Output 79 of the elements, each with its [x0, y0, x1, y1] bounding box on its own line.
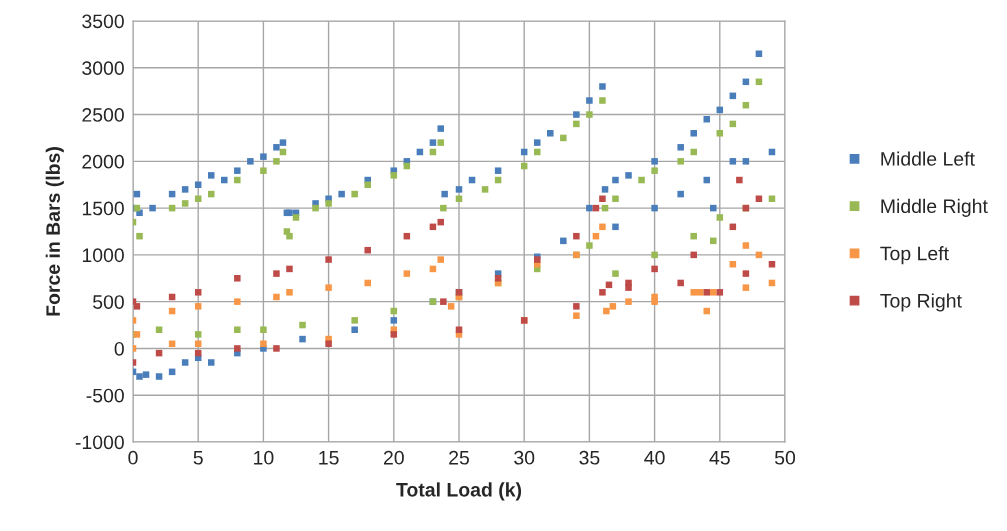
- x-tick-label: 5: [193, 451, 203, 465]
- x-tick-label: 30: [514, 450, 535, 465]
- point: [325, 340, 332, 348]
- point: [710, 289, 717, 296]
- point: [742, 284, 750, 291]
- y-tick-label: -1000: [75, 435, 124, 450]
- point: [677, 279, 684, 287]
- point: [768, 260, 776, 268]
- point: [573, 312, 580, 319]
- point: [234, 275, 241, 282]
- point: [325, 256, 332, 263]
- point: [573, 232, 580, 240]
- point: [234, 345, 241, 352]
- y-tick-label: 0: [114, 341, 124, 356]
- legend-label: Top Left: [880, 246, 949, 265]
- x-tick-label: 20: [383, 450, 404, 465]
- point: [437, 218, 444, 226]
- point: [729, 260, 737, 268]
- point: [133, 303, 141, 310]
- point: [603, 307, 610, 315]
- point: [260, 340, 267, 348]
- x-tick-label: 25: [449, 450, 469, 465]
- point: [194, 303, 202, 310]
- point: [273, 345, 280, 352]
- y-tick-label: 500: [93, 295, 124, 309]
- point: [716, 289, 724, 296]
- point: [625, 284, 632, 291]
- x-axis-title: Total Load (k): [396, 482, 522, 501]
- point: [651, 265, 658, 273]
- point: [755, 195, 763, 203]
- point: [690, 289, 697, 296]
- point: [390, 331, 398, 338]
- y-axis-title: Force in Bars (lbs): [45, 147, 64, 316]
- point: [599, 289, 606, 296]
- legend-label: Top Right: [880, 293, 962, 312]
- point: [703, 289, 711, 296]
- point: [437, 256, 444, 263]
- point: [403, 270, 411, 277]
- point: [455, 326, 463, 333]
- y-tick-label: 2000: [82, 154, 124, 169]
- point: [273, 293, 280, 301]
- point: [736, 176, 743, 184]
- x-tick-label: 40: [644, 450, 665, 465]
- y-tick-label: 3000: [82, 61, 124, 76]
- x-tick-label: 50: [774, 450, 796, 465]
- point: [609, 303, 617, 310]
- point: [494, 275, 502, 282]
- point: [599, 223, 606, 231]
- point: [742, 270, 750, 277]
- point: [234, 298, 241, 305]
- point: [364, 279, 371, 287]
- point: [194, 289, 202, 296]
- point: [573, 303, 580, 310]
- point: [696, 289, 704, 296]
- point: [599, 195, 606, 203]
- y-tick-label: 1000: [82, 248, 124, 263]
- legend-label: Middle Left: [881, 151, 975, 166]
- point: [133, 331, 141, 338]
- point: [325, 284, 332, 291]
- point: [625, 298, 632, 305]
- point: [273, 270, 280, 277]
- x-tick-label: 0: [128, 450, 138, 465]
- x-tick-label: 35: [579, 450, 600, 465]
- legend-label: Middle Right: [881, 198, 988, 217]
- point: [440, 298, 447, 305]
- point: [690, 251, 697, 259]
- x-tick-label: 45: [709, 451, 730, 465]
- point: [447, 303, 455, 310]
- point: [286, 265, 293, 273]
- y-tick-label: -500: [86, 388, 124, 403]
- x-tick-label: 10: [254, 450, 274, 465]
- y-tick-label: 1500: [82, 201, 124, 216]
- point: [286, 289, 293, 296]
- point: [742, 242, 750, 249]
- y-tick-label: 2500: [82, 108, 124, 122]
- point: [651, 298, 658, 305]
- point: [364, 246, 371, 254]
- y-tick-label: 3500: [82, 14, 124, 29]
- x-tick-label: 15: [319, 451, 339, 465]
